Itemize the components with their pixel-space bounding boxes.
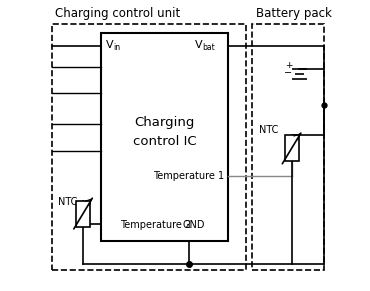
Text: Temperature 2: Temperature 2	[120, 220, 191, 230]
Text: NTC: NTC	[259, 125, 278, 134]
Text: V: V	[106, 40, 114, 50]
Text: bat: bat	[202, 43, 215, 52]
Text: in: in	[113, 43, 120, 52]
Text: Charging control unit: Charging control unit	[55, 6, 180, 19]
Text: Charging
control IC: Charging control IC	[133, 116, 196, 148]
Bar	[285, 135, 299, 162]
Text: +: +	[285, 61, 292, 70]
Text: Temperature 1: Temperature 1	[153, 171, 224, 181]
Text: −: −	[284, 68, 292, 78]
Text: Battery pack: Battery pack	[256, 6, 332, 19]
Text: GND: GND	[182, 220, 205, 230]
Bar	[76, 200, 90, 227]
Text: NTC: NTC	[58, 197, 78, 207]
Text: V: V	[195, 40, 203, 50]
